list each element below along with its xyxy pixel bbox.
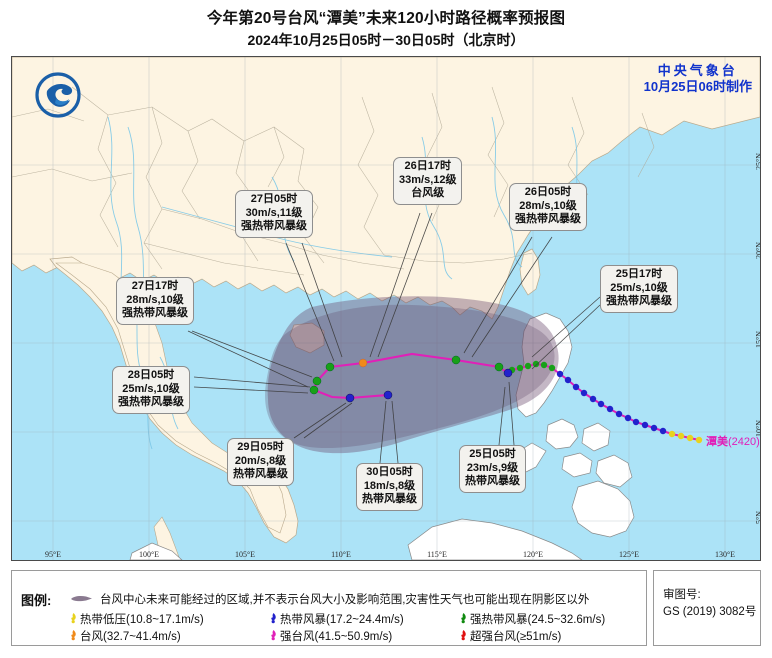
callout-wind: 33m/s,12级: [399, 173, 457, 186]
title-main: 今年第20号台风“潭美”未来120小时路径概率预报图: [206, 10, 566, 27]
callout-category: 强热带风暴级: [606, 295, 672, 307]
typhoon-icon: [71, 630, 76, 641]
cma-logo-icon: [35, 72, 81, 118]
observed-track-markers: [508, 360, 703, 444]
tropical-depression-icon: [71, 613, 76, 624]
legend-item-severe-typhoon: 强台风(41.5~50.9m/s): [270, 628, 392, 644]
forecast-callout-26-17[interactable]: 26日17时 33m/s,12级 台风级: [393, 157, 463, 205]
tropical-storm-icon: [271, 613, 276, 624]
legend-item-super-typhoon: 超强台风(≥51m/s): [460, 628, 561, 644]
callout-time: 29日05时: [237, 441, 284, 453]
severe-tropical-storm-icon: [461, 613, 466, 624]
forecast-callout-30-05[interactable]: 30日05时 18m/s,8级 热带风暴级: [356, 463, 423, 511]
typhoon-name: 潭美: [706, 436, 728, 448]
callout-time: 30日05时: [366, 466, 413, 478]
legend-item-typhoon: 台风(32.7~41.4m/s): [70, 628, 181, 644]
typhoon-name-tag: 潭美(2420): [706, 433, 760, 449]
severe-typhoon-icon: [271, 630, 276, 641]
lon-tick-130: 130°E: [714, 550, 736, 559]
callout-category: 热带风暴级: [362, 493, 417, 505]
forecast-callout-26-05[interactable]: 26日05时 28m/s,10级 强热带风暴级: [509, 183, 587, 231]
forecast-callout-27-05[interactable]: 27日05时 30m/s,11级 强热带风暴级: [235, 190, 313, 238]
legend-panel: 图例: 台风中心未来可能经过的区域,并不表示台风大小及影响范围,灾害性天气也可能…: [11, 570, 647, 646]
callout-time: 26日17时: [404, 160, 451, 172]
callout-wind: 18m/s,8级: [363, 479, 416, 492]
agency-issued-time: 10月25日06时制作: [643, 79, 752, 94]
lat-tick-25: 25°N: [754, 153, 761, 170]
agency-stamp: 中央气象台 10月25日06时制作: [644, 63, 752, 95]
callout-time: 25日05时: [469, 448, 516, 460]
callout-wind: 20m/s,8级: [234, 454, 287, 467]
legend-label: 热带风暴(17.2~24.4m/s): [280, 614, 404, 626]
lat-tick-20: 20°N: [754, 242, 761, 259]
callout-wind: 23m/s,9级: [466, 461, 519, 474]
callout-time: 27日05时: [250, 193, 298, 205]
forecast-track-markers: [309, 355, 513, 403]
callout-time: 27日17时: [131, 280, 179, 292]
callout-time: 28日05时: [127, 369, 175, 381]
map-inner: 中央气象台 10月25日06时制作 潭美(2420) 25日05时 23m/s,…: [12, 57, 760, 560]
lat-tick-5: 5°N: [754, 511, 761, 524]
map-canvas[interactable]: 中央气象台 10月25日06时制作 潭美(2420) 25日05时 23m/s,…: [11, 56, 761, 561]
forecast-callout-29-05[interactable]: 29日05时 20m/s,8级 热带风暴级: [227, 438, 294, 486]
agency-name: 中央气象台: [657, 63, 738, 78]
page-title: 今年第20号台风“潭美”未来120小时路径概率预报图 2024年10月25日05…: [0, 8, 772, 50]
typhoon-number: (2420): [728, 436, 760, 448]
lon-tick-105: 105°E: [234, 550, 256, 559]
cone-swatch-icon: [71, 596, 92, 602]
approval-number-panel: 审图号: GS (2019) 3082号: [653, 570, 761, 646]
callout-wind: 30m/s,11级: [245, 206, 303, 219]
legend-item-severe-tropical-storm: 强热带风暴(24.5~32.6m/s): [460, 611, 605, 627]
legend-item-tropical-storm: 热带风暴(17.2~24.4m/s): [270, 611, 404, 627]
lon-tick-120: 120°E: [522, 550, 544, 559]
lon-tick-100: 100°E: [138, 550, 160, 559]
super-typhoon-icon: [461, 630, 466, 641]
legend-label: 超强台风(≥51m/s): [470, 631, 562, 643]
approval-value: GS (2019) 3082号: [663, 606, 757, 618]
lat-tick-10: 10°N: [754, 420, 761, 437]
legend-title: 图例:: [21, 593, 52, 608]
legend-label: 强热带风暴(24.5~32.6m/s): [470, 614, 606, 626]
callout-category: 台风级: [411, 187, 445, 199]
legend-label: 台风(32.7~41.4m/s): [80, 631, 181, 643]
callout-time: 25日17时: [615, 268, 663, 280]
callout-wind: 25m/s,10级: [122, 382, 180, 395]
lon-tick-125: 125°E: [618, 550, 640, 559]
legend-label: 强台风(41.5~50.9m/s): [280, 631, 393, 643]
callout-wind: 28m/s,10级: [126, 293, 184, 306]
approval-label: 审图号:: [663, 589, 701, 601]
legend-cone-note: 台风中心未来可能经过的区域,并不表示台风大小及影响范围,灾害性天气也可能出现在阴…: [100, 594, 590, 606]
callout-wind: 25m/s,10级: [610, 281, 668, 294]
callout-time: 26日05时: [524, 186, 572, 198]
lon-tick-95: 95°E: [44, 550, 62, 559]
callout-wind: 28m/s,10级: [519, 199, 577, 212]
callout-category: 热带风暴级: [465, 475, 520, 487]
forecast-callout-27-17[interactable]: 27日17时 28m/s,10级 强热带风暴级: [116, 277, 194, 325]
lon-tick-115: 115°E: [427, 550, 447, 559]
forecast-callout-25-17[interactable]: 25日17时 25m/s,10级 强热带风暴级: [600, 265, 678, 313]
callout-category: 强热带风暴级: [118, 396, 184, 408]
title-subtitle: 2024年10月25日05时－30日05时（北京时）: [247, 32, 525, 48]
legend-label: 热带低压(10.8~17.1m/s): [80, 614, 204, 626]
callout-category: 强热带风暴级: [241, 220, 307, 232]
legend-item-tropical-depression: 热带低压(10.8~17.1m/s): [70, 611, 204, 627]
callout-category: 热带风暴级: [233, 468, 288, 480]
callout-category: 强热带风暴级: [515, 213, 581, 225]
forecast-callout-25-05[interactable]: 25日05时 23m/s,9级 热带风暴级: [459, 445, 526, 493]
lon-tick-110: 110°E: [331, 550, 351, 559]
callout-category: 强热带风暴级: [122, 307, 188, 319]
forecast-callout-28-05[interactable]: 28日05时 25m/s,10级 强热带风暴级: [112, 366, 190, 414]
lat-tick-15: 15°N: [754, 331, 761, 348]
